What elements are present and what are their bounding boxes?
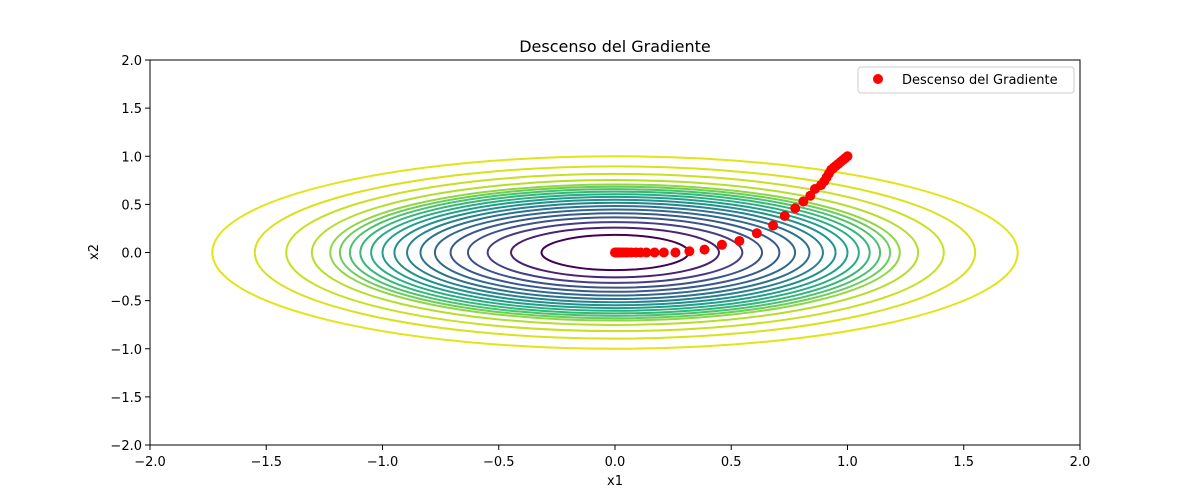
contour-level-6 bbox=[419, 205, 811, 300]
contour-level-4 bbox=[449, 212, 781, 293]
x-axis-label: x1 bbox=[607, 474, 623, 489]
x-tick-label: 0.0 bbox=[605, 455, 626, 470]
contour-level-7 bbox=[406, 201, 824, 304]
x-tick-label: −1.0 bbox=[367, 455, 399, 470]
scatter-point bbox=[734, 235, 745, 246]
y-tick-label: 0.0 bbox=[121, 247, 142, 262]
legend-label: Descenso del Gradiente bbox=[902, 73, 1058, 88]
scatter-point bbox=[649, 247, 660, 258]
y-tick-label: −1.0 bbox=[110, 343, 142, 358]
contour-level-1 bbox=[510, 226, 720, 279]
scatter-point bbox=[768, 220, 779, 231]
y-tick-label: 2.0 bbox=[121, 54, 142, 69]
scatter-point bbox=[610, 247, 620, 258]
y-axis-ticks: −2.0 −1.5 −1.0 −0.5 0.0 0.5 1.0 1.5 2.0 bbox=[110, 54, 150, 454]
contour-level-16 bbox=[285, 172, 945, 333]
contour-level-5 bbox=[433, 208, 797, 297]
y-tick-label: 1.5 bbox=[121, 102, 142, 117]
scatter-point bbox=[779, 210, 790, 221]
scatter-point bbox=[670, 247, 681, 258]
x-tick-label: 2.0 bbox=[1070, 455, 1091, 470]
x-tick-label: −2.0 bbox=[134, 455, 166, 470]
scatter-point bbox=[751, 228, 762, 239]
legend-marker bbox=[873, 74, 883, 84]
x-tick-label: −0.5 bbox=[483, 455, 515, 470]
contour-level-15 bbox=[310, 179, 920, 326]
x-axis-ticks: −2.0 −1.5 −1.0 −0.5 0.0 0.5 1.0 1.5 2.0 bbox=[134, 445, 1090, 470]
x-tick-label: 0.5 bbox=[721, 455, 742, 470]
y-tick-label: −0.5 bbox=[110, 295, 142, 310]
contour-level-12 bbox=[348, 188, 882, 317]
gradient-descent-points bbox=[610, 151, 853, 258]
contour-level-18 bbox=[211, 155, 1019, 350]
y-tick-label: 1.0 bbox=[121, 150, 142, 165]
legend: Descenso del Gradiente bbox=[857, 66, 1075, 94]
contour-level-17 bbox=[253, 165, 977, 340]
scatter-point bbox=[699, 244, 710, 255]
y-tick-label: −2.0 bbox=[110, 439, 142, 454]
scatter-point bbox=[684, 246, 695, 257]
legend-box bbox=[857, 66, 1075, 94]
y-tick-label: 0.5 bbox=[121, 198, 142, 213]
contour-level-2 bbox=[486, 221, 744, 284]
x-tick-label: −1.5 bbox=[250, 455, 282, 470]
chart-title: Descenso del Gradiente bbox=[519, 37, 711, 56]
contour-level-3 bbox=[466, 216, 764, 289]
x-tick-label: 1.5 bbox=[953, 455, 974, 470]
contour-level-11 bbox=[359, 190, 871, 315]
contour-level-10 bbox=[370, 193, 860, 312]
contour-level-14 bbox=[329, 183, 901, 322]
contour-lines bbox=[211, 155, 1019, 350]
scatter-point bbox=[658, 247, 669, 258]
x-tick-label: 1.0 bbox=[837, 455, 858, 470]
scatter-point bbox=[805, 190, 816, 201]
scatter-point bbox=[798, 196, 809, 207]
scatter-point bbox=[716, 239, 727, 250]
contour-level-8 bbox=[393, 198, 837, 307]
scatter-point bbox=[790, 203, 801, 214]
contour-level-13 bbox=[338, 185, 892, 320]
y-tick-label: −1.5 bbox=[110, 391, 142, 406]
contour-level-9 bbox=[381, 195, 849, 310]
y-axis-label: x2 bbox=[87, 244, 102, 260]
